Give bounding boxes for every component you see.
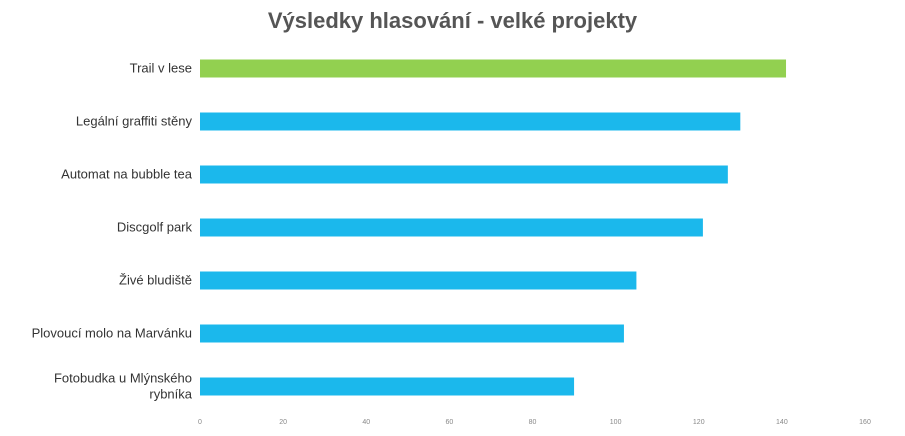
category-label-6-line-0: Fotobudka u Mlýnského xyxy=(54,371,192,386)
x-tick-label-2: 40 xyxy=(362,419,370,426)
x-tick-label-5: 100 xyxy=(610,419,622,426)
bar-1 xyxy=(200,112,741,131)
x-tick-label-6: 120 xyxy=(693,419,705,426)
category-label-3: Discgolf park xyxy=(117,220,193,235)
chart-title: Výsledky hlasování - velké projekty xyxy=(267,8,638,33)
category-label-5: Plovoucí molo na Marvánku xyxy=(32,326,192,341)
x-tick-label-0: 0 xyxy=(198,419,202,426)
category-label-4: Živé bludiště xyxy=(119,273,192,288)
bar-5 xyxy=(200,324,624,343)
category-label-6-line-1: rybníka xyxy=(149,387,192,402)
category-label-0: Trail v lese xyxy=(130,61,192,76)
x-tick-label-3: 60 xyxy=(445,419,453,426)
category-label-1: Legální graffiti stěny xyxy=(76,114,193,129)
bar-2 xyxy=(200,165,728,184)
x-tick-label-1: 20 xyxy=(279,419,287,426)
x-tick-label-4: 80 xyxy=(529,419,537,426)
category-label-2: Automat na bubble tea xyxy=(61,167,193,182)
bar-4 xyxy=(200,271,637,290)
x-tick-label-7: 140 xyxy=(776,419,788,426)
bar-3 xyxy=(200,218,703,237)
bar-6 xyxy=(200,377,575,396)
bar-0 xyxy=(200,59,787,78)
x-tick-label-8: 160 xyxy=(859,419,871,426)
